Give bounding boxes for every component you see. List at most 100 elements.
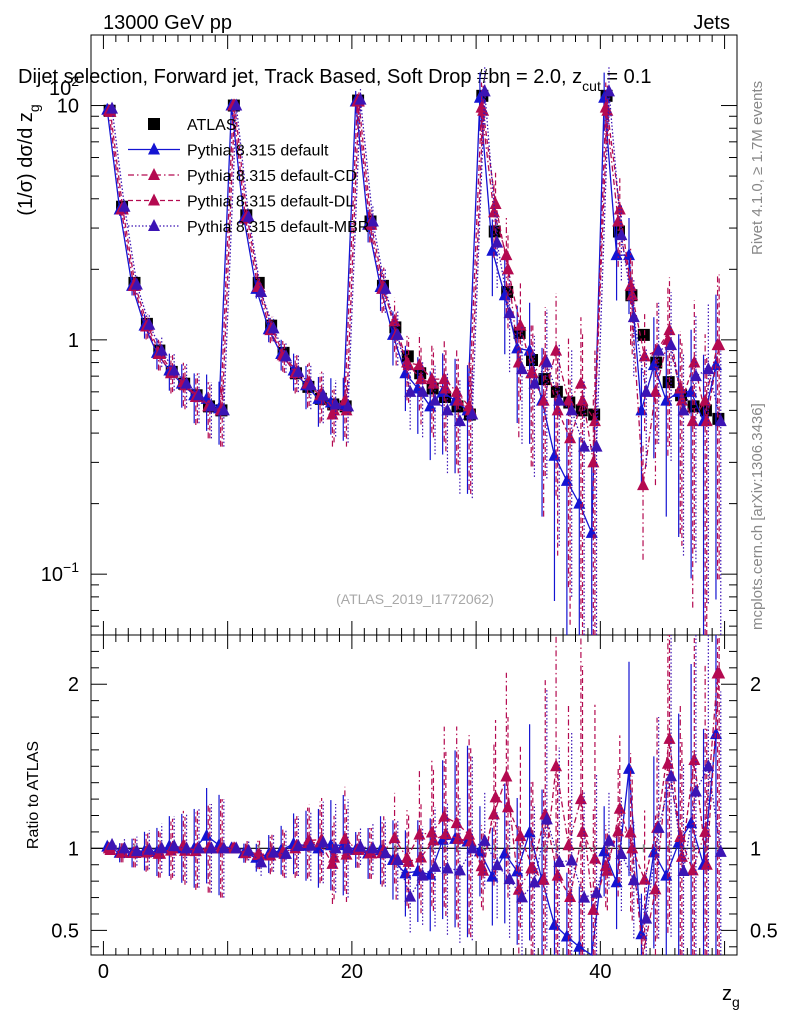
series-marker [627,310,640,323]
series-marker [429,393,442,406]
series-marker [564,431,577,444]
ratio-marker [168,839,181,852]
ratio-marker [528,875,541,888]
y-tick-label: 10 [57,96,79,118]
legend-label: Pythia 8.315 default-MBR [187,219,369,236]
ratio-marker [486,869,499,882]
analysis-watermark: (ATLAS_2019_I1772062) [336,591,494,607]
series-marker [192,388,205,401]
ratio-marker [526,861,539,874]
ratio-marker [404,889,417,902]
series-marker [528,376,541,389]
series-marker [702,362,715,375]
series-marker [366,214,379,227]
atlas-point [588,408,601,421]
series-marker [560,473,573,486]
series-marker [578,439,591,452]
atlas-ratio-band [481,844,484,853]
ratio-marker [700,857,713,870]
atlas-ratio-band [692,844,695,853]
ratio-marker [590,885,603,898]
legend-label: Pythia 8.315 default-DL [187,194,354,211]
series-marker [551,403,564,416]
y-tick-exponent: −1 [63,559,79,575]
ratio-marker [537,872,550,885]
series-marker [415,372,428,385]
ratio-marker [429,859,442,872]
ratio-series-layer [101,635,727,957]
series-marker [450,384,463,397]
ratio-marker [477,863,490,876]
x-axis-label: zg [722,983,740,1010]
ratio-marker [613,801,626,814]
title-subscript: cut [582,78,601,94]
ratio-marker [388,831,401,844]
series-marker [626,288,639,301]
atlas-ratio-band [257,844,260,853]
ratio-marker [564,889,577,902]
series-marker [553,393,566,406]
ratio-marker [503,872,516,885]
ratio-marker [551,868,564,881]
series-marker [501,262,514,275]
ratio-marker [640,911,653,924]
series-marker [615,228,628,241]
ratio-marker [686,863,699,876]
series-marker [663,323,676,336]
ratio-marker [615,846,628,859]
series-marker [540,355,553,368]
series-marker [354,92,367,105]
ratio-marker [478,833,491,846]
ratio-marker [200,828,213,841]
series-marker [427,376,440,389]
series-line [106,97,717,534]
series-marker [267,321,280,334]
series-marker [304,378,317,391]
ratio-marker [106,837,119,850]
ratio-marker [205,841,218,854]
ratio-marker [501,800,514,813]
ratio-marker [328,850,341,863]
series-marker [230,98,243,111]
series-marker [714,414,727,427]
atlas-ratio-band [617,844,620,853]
series-marker [329,397,342,410]
atlas-ratio-band [419,844,422,853]
ratio-marker [665,769,678,782]
series-marker [550,343,563,356]
series-marker [118,199,131,212]
ratio-marker [155,841,168,854]
atlas-ratio-band [394,844,397,853]
ratio-marker [279,846,292,859]
legend-label: ATLAS [187,117,237,134]
ratio-marker [647,845,660,858]
atlas-ratio-band [444,844,447,853]
ratio-marker [130,844,143,857]
ratio-marker [677,863,690,876]
series-marker [526,366,539,379]
ratio-tick-label: 2 [68,674,79,696]
atlas-ratio-band [518,844,521,853]
series-marker [342,399,355,412]
legend-marker [148,193,160,206]
legend: ATLAS Pythia 8.315 default Pythia 8.315 de… [128,117,369,236]
atlas-point [637,328,650,341]
x-tick-label: 40 [589,961,611,983]
series-marker [576,393,589,406]
ratio-marker [354,839,367,852]
atlas-ratio-band [704,844,707,853]
ratio-marker [626,841,639,854]
ratio-marker [463,827,476,840]
series-marker [466,407,479,420]
series-marker [477,103,490,116]
y-tick-label: 1 [68,330,79,352]
process-label: Jets [693,12,730,34]
series-marker [491,235,504,248]
ratio-marker [576,824,589,837]
ratio-marker [601,863,614,876]
main-series-layer [101,66,727,635]
x-tick-label: 0 [98,961,109,983]
mcplots-label: mcplots.cern.ch [arXiv:1306.3436] [749,403,766,630]
atlas-ratio-band [543,844,546,853]
ratio-marker [118,841,131,854]
